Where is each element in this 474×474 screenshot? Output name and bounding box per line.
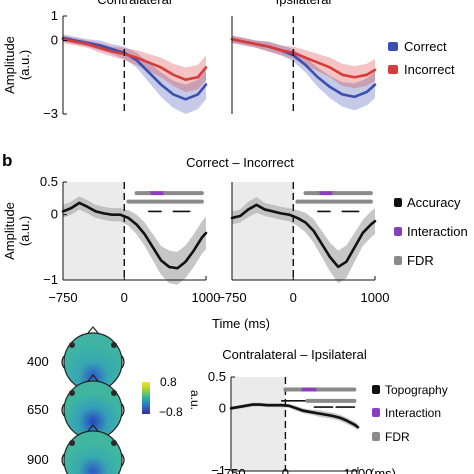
legend-c-label-topography: Topography (385, 383, 448, 397)
y-axis-label: Amplitude (2, 202, 17, 260)
chart-a-ipsilateral: Ipsilateral (230, 0, 377, 114)
topo-map-400 (61, 326, 125, 392)
legend-a-label-incorrect: Incorrect (404, 62, 455, 77)
legend-b: Accuracy Interaction FDR (394, 195, 468, 268)
x-tick-label: 1000 (344, 466, 373, 474)
baseline-shade (232, 182, 294, 280)
panel-b-xlabel: Time (ms) (212, 316, 270, 331)
x-tick-label: 1000 (361, 290, 390, 305)
legend-b-swatch-interaction (394, 227, 402, 236)
y-tick-label: 0 (51, 207, 58, 222)
topo-time-400: 400 (27, 354, 49, 369)
topo-map-900 (61, 424, 125, 474)
error-band-0 (63, 34, 206, 114)
chart-a-contralateral: 1 0 −3 Contralateral Amplitude(a.u.) (2, 0, 208, 121)
legend-a-label-correct: Correct (404, 39, 447, 54)
y-tick-label: −3 (43, 106, 58, 121)
panel-b-subtitle: Correct – Incorrect (186, 155, 294, 170)
topo-map-650 (61, 374, 125, 440)
baseline-shade (231, 377, 286, 471)
x-tick-label: 0 (290, 290, 297, 305)
topography-maps: 400 650 900 (27, 326, 125, 474)
y-tick-label: 0.5 (40, 174, 58, 189)
y-axis-label: Amplitude (2, 36, 17, 94)
error-band-1 (63, 35, 206, 92)
legend-c-swatch-fdr (372, 432, 380, 441)
legend-b-label-interaction: Interaction (407, 224, 468, 239)
legend-b-label-accuracy: Accuracy (407, 195, 461, 210)
x-tick-label: −750 (216, 466, 245, 474)
chart-title: Contralateral – Ipsilateral (222, 347, 367, 362)
y-tick-label: −1 (43, 272, 58, 287)
y-tick-label: 1 (51, 8, 58, 23)
x-axis-label: (ms) (370, 466, 396, 474)
legend-a-swatch-incorrect (388, 65, 398, 74)
colorbar-max-label: 0.8 (160, 375, 177, 389)
legend-c-label-interaction: Interaction (385, 406, 441, 420)
topo-time-650: 650 (27, 402, 49, 417)
y-tick-label: −1 (211, 463, 226, 474)
chart-title: Contralateral (97, 0, 172, 7)
error-band-0 (63, 196, 206, 285)
legend-c-swatch-interaction (372, 408, 380, 417)
colorbar-gradient (142, 382, 150, 414)
legend-a: Correct Incorrect (388, 39, 455, 77)
y-tick-label: 0 (219, 400, 226, 415)
colorbar-min-label: −0.8 (159, 405, 183, 419)
legend-b-label-fdr: FDR (407, 253, 434, 268)
topo-time-900: 900 (27, 452, 49, 467)
chart-b-ipsilateral: −750 0 1000 (217, 182, 389, 305)
chart-b-contralateral: 0.5 0 −1 −750 0 1000 Amplitude (a.u.) (2, 174, 220, 305)
colorbar: 0.8 −0.8 a.u. (142, 375, 202, 419)
error-band-0 (232, 197, 375, 284)
y-axis-label: (a.u.) (17, 50, 32, 80)
colorbar-unit-label: a.u. (188, 390, 202, 410)
legend-b-swatch-accuracy (394, 198, 402, 207)
y-tick-label: 0 (51, 33, 58, 48)
panel-label-b: b (2, 151, 12, 170)
y-tick-label: 0.5 (208, 369, 226, 384)
legend-b-swatch-fdr (394, 256, 402, 265)
x-tick-label: 1000 (192, 290, 221, 305)
chart-c-contra-ipsi: 0.5 0 −1−750 0 1000(ms) Contralateral – Ipsil… (208, 347, 396, 474)
legend-c-label-fdr: FDR (385, 430, 410, 444)
chart-title: Ipsilateral (276, 0, 332, 7)
legend-a-swatch-correct (388, 42, 398, 51)
x-tick-label: 0 (121, 290, 128, 305)
x-tick-label: −750 (48, 290, 77, 305)
baseline-shade (63, 182, 125, 280)
legend-c-swatch-topography (372, 385, 380, 394)
legend-c: Topography Interaction FDR (372, 383, 448, 444)
y-axis-label: (a.u.) (17, 216, 32, 246)
x-tick-label: 0 (282, 466, 289, 474)
x-tick-label: −750 (217, 290, 246, 305)
